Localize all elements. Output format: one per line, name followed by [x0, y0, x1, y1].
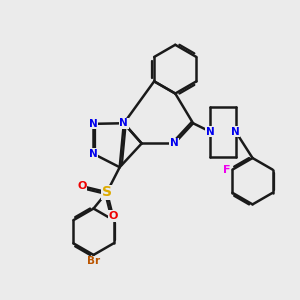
Text: S: S	[102, 185, 112, 199]
Text: N: N	[119, 118, 128, 128]
Text: F: F	[224, 165, 231, 175]
Text: Br: Br	[87, 256, 100, 266]
Text: N: N	[231, 127, 240, 136]
Text: O: O	[77, 181, 87, 191]
Text: N: N	[170, 139, 179, 148]
Text: O: O	[108, 211, 118, 221]
Text: N: N	[88, 148, 97, 159]
Text: N: N	[88, 119, 97, 129]
Text: N: N	[206, 127, 214, 136]
